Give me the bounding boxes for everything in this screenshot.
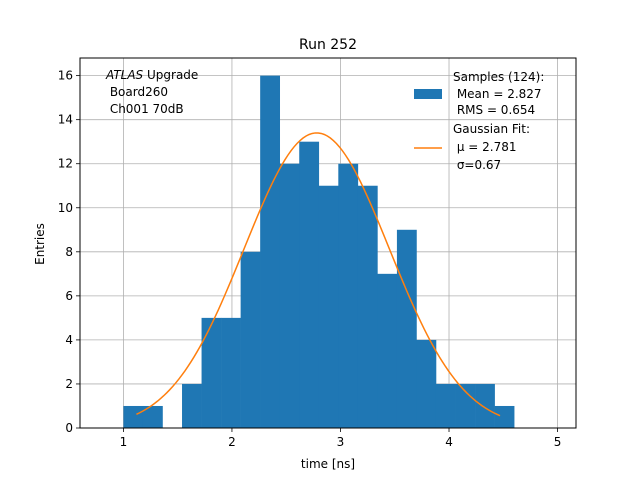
histogram-bar <box>435 383 456 428</box>
histogram-bars <box>123 75 515 428</box>
chart-title: Run 252 <box>299 37 357 53</box>
x-tick-label: 3 <box>337 435 345 449</box>
histogram-bar <box>201 317 222 428</box>
legend-samples-line-1: Samples (124): <box>453 70 544 84</box>
legend-samples-line-2: Mean = 2.827 <box>453 87 542 101</box>
histogram-bar <box>299 141 320 428</box>
legend: Samples (124): Mean = 2.827 RMS = 0.654 … <box>414 70 544 172</box>
y-tick-label: 16 <box>58 69 73 83</box>
y-tick-label: 10 <box>58 201 73 215</box>
y-axis-label: Entries <box>33 223 47 265</box>
y-tick-label: 8 <box>65 245 73 259</box>
y-tick-label: 4 <box>65 333 73 347</box>
gaussian-fit-curve <box>136 132 501 417</box>
histogram-bar <box>123 405 144 428</box>
x-tick-label: 2 <box>228 435 236 449</box>
histogram-bar <box>396 229 417 428</box>
histogram-bar <box>182 383 202 428</box>
y-tick-label: 6 <box>65 289 73 303</box>
histogram-bar <box>318 185 339 428</box>
histogram-bar <box>142 405 163 428</box>
legend-samples-swatch <box>414 89 442 99</box>
annotation-line-1: ATLAS Upgrade <box>105 68 198 82</box>
histogram-bar <box>260 75 281 428</box>
legend-fit-line-1: Gaussian Fit: <box>453 122 530 136</box>
annotation-line-3: Ch001 70dB <box>106 102 184 116</box>
histogram-bar <box>455 383 476 428</box>
histogram-bar <box>279 163 300 428</box>
annotation-line-2: Board260 <box>106 85 168 99</box>
x-tick-label: 1 <box>120 435 128 449</box>
x-tick-label: 4 <box>445 435 453 449</box>
annotation-box: ATLAS Upgrade Board260 Ch001 70dB <box>105 68 198 116</box>
histogram-bar <box>416 339 437 428</box>
histogram-bar <box>357 185 378 428</box>
y-tick-label: 12 <box>58 157 73 171</box>
y-tick-label: 0 <box>65 421 73 435</box>
histogram-bar <box>377 273 398 428</box>
histogram-bar <box>494 405 515 428</box>
histogram-bar <box>475 383 495 428</box>
plot-frame <box>79 57 577 429</box>
legend-samples-line-3: RMS = 0.654 <box>453 103 535 117</box>
histogram-bar <box>338 163 359 428</box>
x-tick-label: 5 <box>554 435 562 449</box>
legend-fit-line-3: σ=0.67 <box>453 158 501 172</box>
histogram-bar <box>221 317 241 428</box>
legend-fit-line-2: μ = 2.781 <box>453 140 517 154</box>
y-tick-label: 2 <box>65 377 73 391</box>
x-axis-label: time [ns] <box>301 457 355 471</box>
histogram-bar <box>240 251 261 428</box>
y-tick-label: 14 <box>58 113 73 127</box>
